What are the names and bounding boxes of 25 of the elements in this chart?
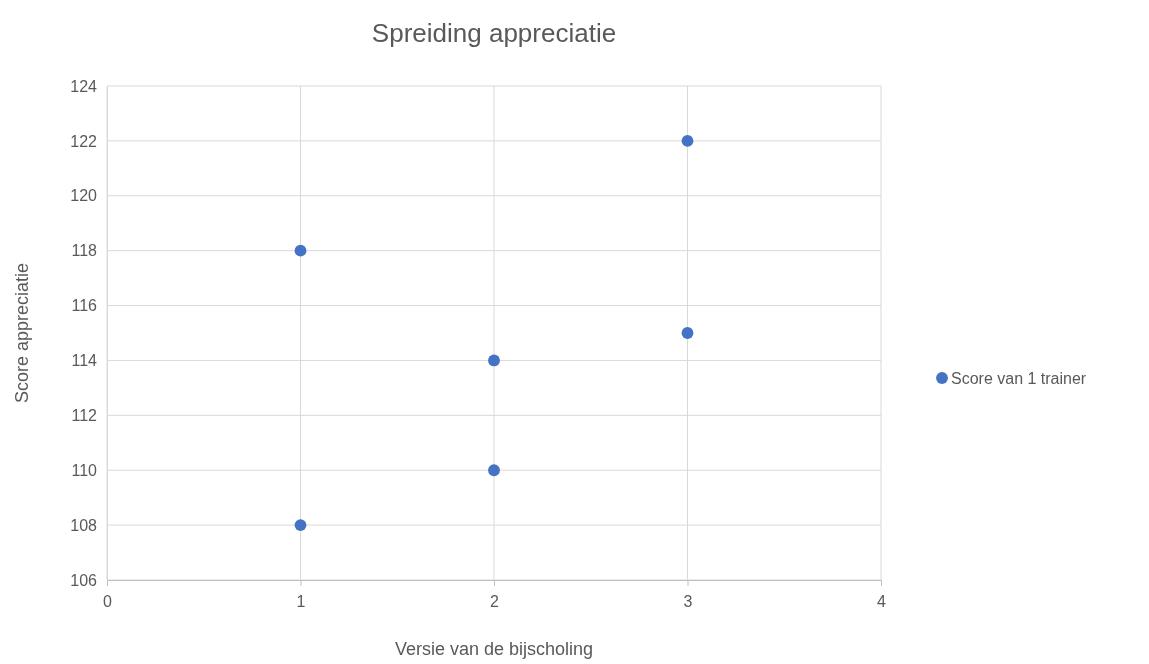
y-tick-label: 110 [71,461,98,479]
point [488,354,500,367]
y-tick-label: 106 [70,571,98,589]
y-tick-label: 118 [71,242,98,260]
point [294,244,307,257]
y-tick-label: 112 [71,406,98,424]
x-tick-label: 3 [683,593,693,611]
y-tick-label: 108 [70,516,98,534]
x-tick-label: 4 [877,593,887,611]
x-tick-label: 1 [296,593,306,611]
y-tick-label: 114 [71,352,98,370]
x-axis-title: Versie van de bijscholing [394,639,594,659]
x-tick-label: 2 [490,593,500,611]
point [294,519,307,532]
point [681,134,694,147]
y-tick-label: 124 [70,77,98,95]
legend-label: Score van 1 trainer [951,370,1087,387]
point [488,464,500,477]
x-tick-label: 0 [103,593,113,611]
y-tick-label: 116 [71,297,98,315]
y-axis-title: Score appreciatie [12,262,32,404]
y-tick-label: 122 [70,132,98,150]
point [681,327,694,339]
chart-title: Spreiding appreciatie [371,18,617,48]
y-tick-label: 120 [70,187,98,205]
